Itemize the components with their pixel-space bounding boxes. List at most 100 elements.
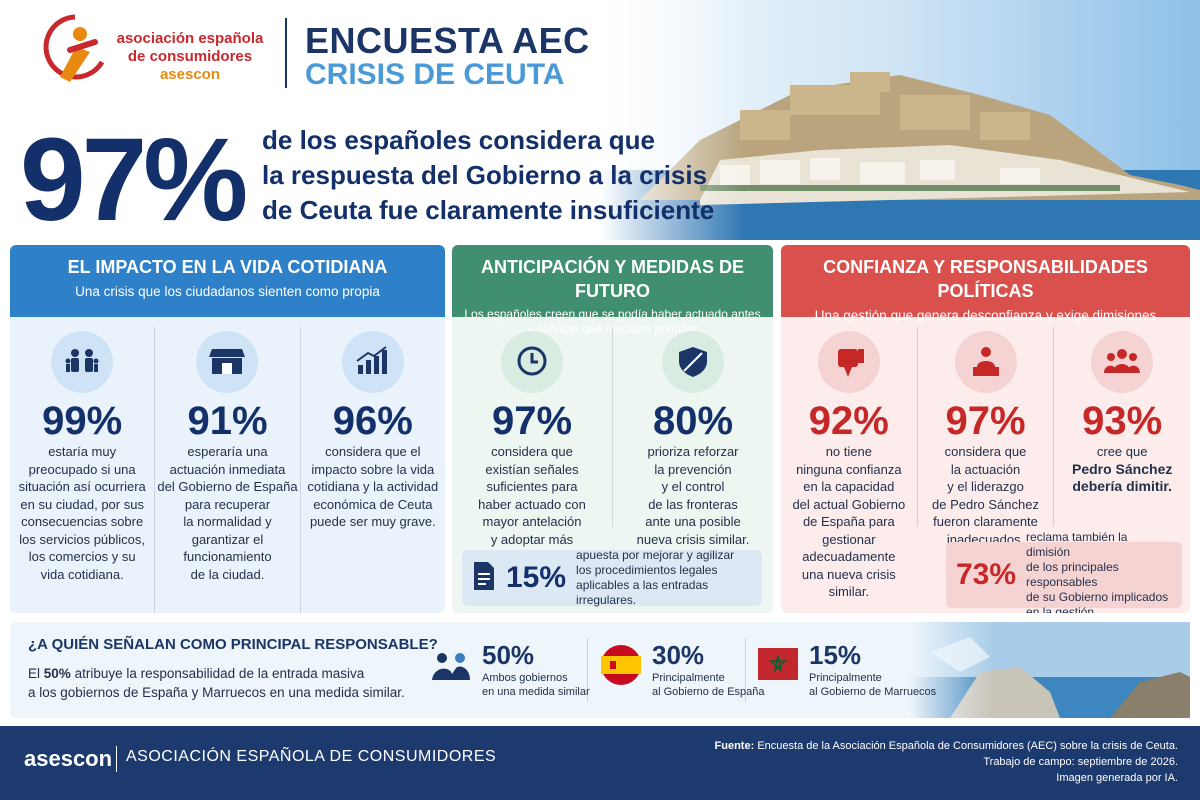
- stat-line: fueron claramente: [933, 514, 1038, 529]
- footer-name: ASOCIACIÓN ESPAÑOLA DE CONSUMIDORES: [126, 748, 497, 765]
- stat-line: cotidiana y la actividad: [307, 479, 439, 494]
- stat-icon: [51, 331, 114, 393]
- panel-subtitle: Una gestión que genera desconfianza y ex…: [781, 307, 1190, 324]
- item-text: 50% Ambos gobiernos en una medida similar: [482, 640, 590, 699]
- stat-line: no tiene: [825, 444, 872, 459]
- question: ¿A QUIÉN SEÑALAN COMO PRINCIPAL RESPONSA…: [28, 636, 438, 653]
- stat-line: para recuperar: [184, 496, 271, 512]
- note-line: de los principales responsables: [1026, 560, 1119, 589]
- stat-icon: [817, 331, 880, 393]
- stat-value: 91%: [187, 399, 268, 443]
- logo-mark: [40, 12, 110, 87]
- text: a los gobiernos de España y Marruecos en…: [28, 685, 405, 700]
- hero-text: de los españoles considera que la respues…: [262, 123, 714, 228]
- note-line: aplicables a las entradas irregulares.: [576, 578, 709, 607]
- stat-columns: 99% estaría muy preocupado si una situación…: [10, 317, 445, 613]
- stat-line: del Gobierno de España: [157, 479, 298, 494]
- panel-header: ANTICIPACIÓN Y MEDIDAS DE FUTURO Los espa…: [452, 245, 773, 336]
- title: ENCUESTA AEC: [305, 20, 590, 61]
- hero-line: de los españoles considera que: [262, 125, 656, 155]
- subtitle-line: Los españoles creen que se podía haber a…: [464, 307, 761, 321]
- subtitle-line: y señalan qué medidas priorizar: [527, 322, 698, 336]
- panel-title: EL IMPACTO EN LA VIDA COTIDIANA: [67, 257, 388, 277]
- item-line: en una medida similar: [482, 686, 590, 698]
- item-value: 30%: [652, 640, 705, 670]
- stat-icon: [196, 331, 259, 393]
- item-line: Principalmente: [652, 672, 725, 684]
- stat-line: estaría muy: [48, 444, 117, 459]
- stat-icon: [954, 331, 1017, 393]
- stat-line: preocupado si una: [28, 461, 136, 477]
- stat-value: 92%: [808, 399, 889, 443]
- item-text: 15% Principalmente al Gobierno de Marrueco…: [809, 640, 936, 699]
- stat-icon: [501, 331, 563, 393]
- item-icon: [430, 644, 472, 699]
- stat-line: garantizar el: [191, 531, 264, 547]
- stat-line: los comercios y su: [28, 549, 136, 564]
- note-value: 73%: [956, 558, 1017, 591]
- hero-line: de Ceuta fue claramente insuficiente: [262, 195, 715, 225]
- note-line: de su Gobierno implicados: [1026, 590, 1169, 604]
- note-icon: [472, 560, 496, 597]
- stat-line: puede ser muy grave.: [309, 514, 436, 529]
- stat-line: nueva crisis similar.: [636, 531, 750, 547]
- stat-line: considera que: [944, 444, 1027, 459]
- stat-line: de la ciudad.: [190, 566, 265, 582]
- stat-line: considera que: [491, 444, 573, 459]
- stat-line: haber actuado con: [478, 496, 586, 512]
- stat-line: consecuencias sobre: [21, 514, 144, 529]
- stat-value: 93%: [1082, 399, 1163, 443]
- stat-line: y adoptar más: [490, 531, 574, 547]
- stat: 97% considera que existían señales suficien…: [452, 327, 612, 564]
- stat-line: suficientes para: [486, 479, 578, 494]
- item-line: Principalmente: [809, 672, 882, 684]
- stat-line: de España para: [802, 514, 895, 529]
- stat-line: impacto sobre la vida: [311, 461, 435, 477]
- footer-source: Fuente: Encuesta de la Asociación Españo…: [715, 738, 1178, 786]
- coast-image: [910, 622, 1190, 718]
- item-line: Ambos gobiernos: [482, 672, 568, 684]
- item-line: al Gobierno de Marruecos: [809, 686, 937, 698]
- panel: EL IMPACTO EN LA VIDA COTIDIANA Una crisi…: [10, 245, 445, 613]
- responsible-item: 15% Principalmente al Gobierno de Marrueco…: [757, 640, 936, 699]
- stat-line: los servicios públicos,: [19, 531, 146, 547]
- divider: [285, 18, 287, 88]
- divider: [116, 746, 117, 772]
- stat-icon: [1091, 331, 1154, 393]
- panel-title: CONFIANZA Y RESPONSABILIDADES POLÍTICAS: [823, 257, 1148, 301]
- logo-text: asociación española de consumidores ases…: [110, 30, 270, 84]
- stat: 91% esperaría una actuación inmediata del G…: [154, 327, 299, 613]
- stat-line: prioriza reforzar: [647, 444, 739, 459]
- responsible-strip: ¿A QUIÉN SEÑALAN COMO PRINCIPAL RESPONSA…: [10, 622, 1190, 718]
- responsible-item: 30% Principalmente al Gobierno de España: [600, 640, 765, 699]
- stat-line: mayor antelación: [482, 514, 582, 529]
- text: atribuye la responsabilidad de la entrad…: [74, 666, 365, 681]
- item-value: 50%: [482, 640, 535, 670]
- stat-line: económica de Ceuta: [313, 496, 433, 512]
- text-value: 50%: [43, 666, 71, 681]
- logo-line: asescon: [159, 66, 221, 83]
- subtitle-line: Una gestión que genera desconfianza y ex…: [814, 308, 1157, 323]
- stat: 99% estaría muy preocupado si una situación…: [10, 327, 154, 613]
- stat-line: situación así ocurriera: [18, 479, 146, 494]
- item-icon: [757, 644, 799, 699]
- stat-line: en la capacidad: [803, 479, 895, 494]
- stat-line: considera que el: [325, 444, 421, 459]
- footer-brand: asescon: [24, 746, 113, 771]
- note-text: reclama también la dimisión de los princi…: [1026, 530, 1172, 613]
- subtitle-line: Una crisis que los ciudadanos sienten co…: [75, 284, 380, 299]
- panel-title: ANTICIPACIÓN Y MEDIDAS DE FUTURO: [480, 257, 745, 301]
- note: 15% apuesta por mejorar y agilizar los pro…: [462, 548, 762, 607]
- stat-icon: [341, 331, 404, 393]
- stat-line: ninguna confianza: [796, 461, 902, 477]
- stat-line: del actual Gobierno: [792, 496, 906, 512]
- source-line: Imagen generada por IA.: [1056, 772, 1178, 784]
- divider: [745, 638, 746, 702]
- divider: [587, 638, 588, 702]
- stat-line: en su ciudad, por sus: [20, 496, 144, 512]
- item-icon: [600, 644, 642, 699]
- item-text: 30% Principalmente al Gobierno de España: [652, 640, 765, 699]
- source-line: Trabajo de campo: septiembre de 2026.: [983, 756, 1178, 768]
- stat-line: de las fronteras: [648, 496, 738, 512]
